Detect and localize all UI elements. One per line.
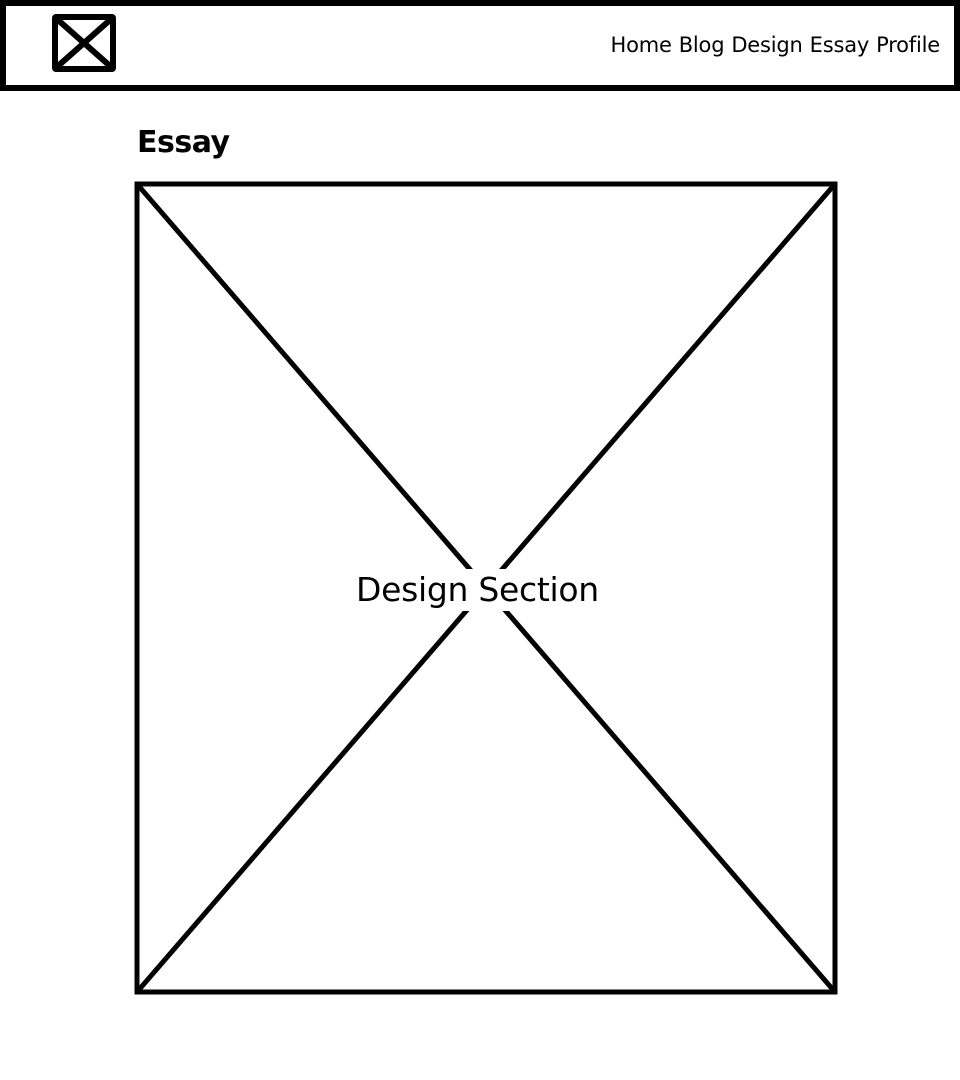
nav-item-home[interactable]: Home — [610, 33, 672, 57]
image-placeholder-icon — [58, 20, 110, 66]
nav-item-design[interactable]: Design — [731, 33, 803, 57]
nav-item-profile[interactable]: Profile — [876, 33, 940, 57]
site-header: Home Blog Design Essay Profile — [0, 0, 960, 91]
nav-item-blog[interactable]: Blog — [678, 33, 725, 57]
main-nav: Home Blog Design Essay Profile — [610, 32, 940, 58]
logo[interactable] — [52, 14, 116, 72]
page-title: Essay — [137, 125, 230, 160]
nav-item-essay[interactable]: Essay — [809, 33, 870, 57]
design-section-label: Design Section — [352, 569, 603, 611]
